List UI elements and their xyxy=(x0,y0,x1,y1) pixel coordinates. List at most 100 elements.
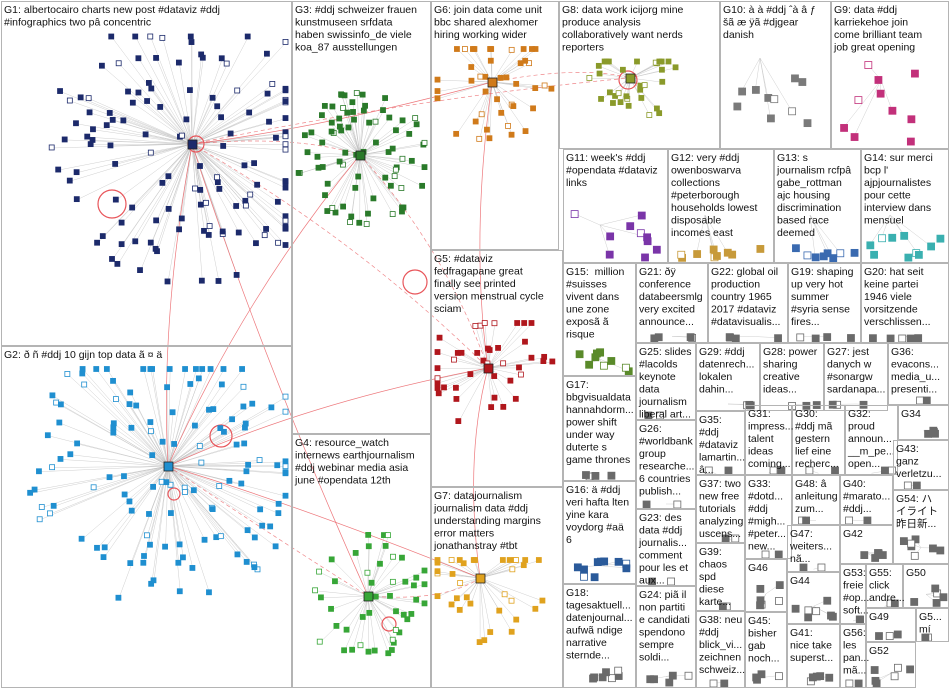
node xyxy=(343,626,350,633)
node xyxy=(182,489,188,495)
node xyxy=(646,112,653,118)
node xyxy=(135,55,142,62)
node xyxy=(90,126,96,133)
group-label-g30: G30: xyxy=(795,408,818,420)
node xyxy=(408,611,415,617)
node xyxy=(854,96,863,105)
node xyxy=(196,443,203,449)
group-label-g35: lamartin... xyxy=(699,452,745,464)
edge xyxy=(191,143,224,233)
group-label-g8: produce analysis xyxy=(562,17,641,29)
node xyxy=(859,400,868,409)
group-label-g25: #lacolds xyxy=(639,359,678,371)
group-label-g39: G39: xyxy=(699,546,722,558)
node xyxy=(517,371,524,378)
group-box-g29 xyxy=(696,343,760,411)
edge xyxy=(191,93,269,145)
node xyxy=(153,55,159,61)
node xyxy=(239,366,245,372)
node xyxy=(149,452,156,459)
group-label-g35: #dataviz xyxy=(699,439,738,451)
edge xyxy=(191,58,204,145)
node xyxy=(911,535,920,544)
node xyxy=(349,99,356,106)
group-label-g31: coming... xyxy=(748,458,791,470)
edge xyxy=(191,143,287,189)
group-box-g42 xyxy=(840,525,893,564)
edge xyxy=(65,139,193,145)
node xyxy=(508,131,515,138)
node xyxy=(165,173,172,180)
edge xyxy=(869,214,891,245)
edge xyxy=(191,90,238,145)
edge xyxy=(150,465,169,546)
edge xyxy=(487,341,526,369)
group-label-g5: finally see printed xyxy=(434,278,516,290)
edge xyxy=(704,214,714,250)
node xyxy=(448,601,455,608)
group-label-g8: G8: data work icijorg mine xyxy=(562,4,684,16)
node xyxy=(282,85,289,92)
node xyxy=(187,33,194,40)
edge xyxy=(881,214,891,238)
node xyxy=(549,358,556,365)
edge xyxy=(367,577,417,597)
group-label-g27: #sonargw xyxy=(827,371,873,383)
edge xyxy=(191,143,287,230)
group-label-g12: G12: very #ddj xyxy=(671,152,739,164)
group-box-g44 xyxy=(787,572,840,624)
group-label-g48: G48: â xyxy=(795,478,827,490)
node xyxy=(380,107,386,114)
node xyxy=(218,381,225,388)
node xyxy=(263,226,269,232)
node xyxy=(144,98,150,104)
edge xyxy=(704,214,728,253)
edge xyxy=(755,57,761,90)
edge xyxy=(629,69,663,79)
node xyxy=(541,82,548,89)
node xyxy=(312,587,318,594)
node xyxy=(486,347,493,353)
group-label-g17: G17: xyxy=(566,379,589,391)
node xyxy=(329,205,336,211)
node xyxy=(513,616,520,623)
hub-node xyxy=(163,461,174,472)
edge xyxy=(151,143,193,244)
edge xyxy=(167,465,256,568)
group-label-g20: verschlissen... xyxy=(864,316,931,328)
node xyxy=(770,95,779,104)
edge xyxy=(343,108,361,156)
node xyxy=(880,466,889,475)
node xyxy=(233,203,240,209)
hub-node xyxy=(487,77,498,88)
node xyxy=(336,115,343,122)
node xyxy=(399,554,405,561)
node xyxy=(342,149,349,156)
group-label-g7: understanding margins xyxy=(434,515,541,527)
node xyxy=(215,278,222,284)
edge xyxy=(355,553,369,597)
group-label-g48: anleitung xyxy=(795,491,838,503)
group-label-g6: hiring working wider xyxy=(434,29,527,41)
self-loop-ring xyxy=(209,424,233,448)
edge xyxy=(479,560,517,579)
node xyxy=(398,185,405,191)
self-loop-ring xyxy=(402,269,428,295)
group-label-g4: june #opendata 12th xyxy=(294,475,391,487)
node xyxy=(514,320,521,326)
group-label-g22: country 1965 xyxy=(711,291,772,303)
group-label-g19: summer xyxy=(791,291,829,303)
node xyxy=(235,229,242,236)
node xyxy=(454,46,460,52)
edge xyxy=(156,143,193,221)
node xyxy=(201,227,207,234)
node xyxy=(850,248,859,257)
node xyxy=(393,608,399,615)
group-label-g15: #suisses xyxy=(566,279,607,291)
group-label-g53: freie xyxy=(843,580,864,592)
group-label-g27: G27: jest xyxy=(827,346,869,358)
group-label-g25: liberal art... xyxy=(639,409,691,421)
node xyxy=(50,502,57,509)
node xyxy=(336,158,343,165)
node xyxy=(121,473,127,480)
